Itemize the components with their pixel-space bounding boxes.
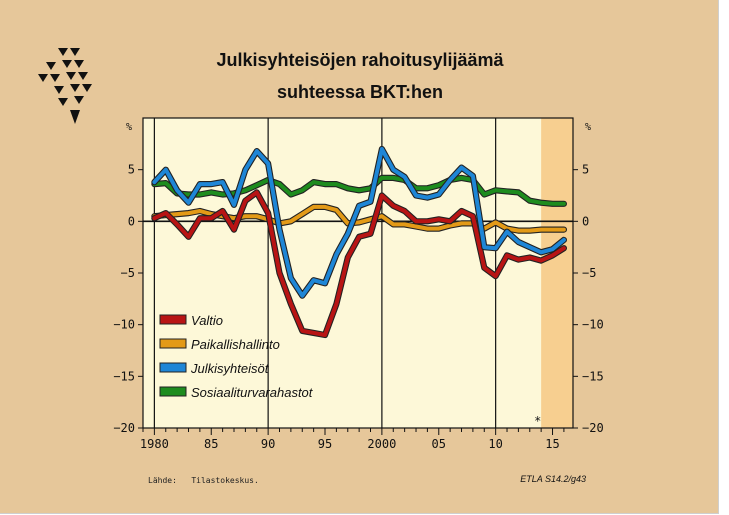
legend: Valtio Paikallishallinto Julkisyhteisöt Sos… xyxy=(159,313,314,400)
chart-title-line-1: Julkisyhteisöjen rahoitusylijäämä xyxy=(216,50,504,70)
legend-label-valtio: Valtio xyxy=(191,313,223,328)
series-line-sosiaaliturvarahastot xyxy=(152,175,566,206)
x-tick-label: 15 xyxy=(545,437,559,451)
legend-label-sosiaaliturvarahastot: Sosiaaliturvarahastot xyxy=(191,385,314,400)
plot-area xyxy=(143,118,573,428)
y-tick-label-left: −15 xyxy=(113,369,135,383)
x-tick-label: 2000 xyxy=(367,437,396,451)
y-unit-right: % xyxy=(585,122,591,133)
legend-swatch-paikallishallinto xyxy=(159,338,187,349)
y-tick-label-left: −10 xyxy=(113,318,135,332)
x-axis: 1980 85 90 95 2000 05 10 15 xyxy=(140,428,565,451)
legend-label-julkisyhteis-t: Julkisyhteisöt xyxy=(190,361,270,376)
y-tick-label-right: −5 xyxy=(582,266,596,280)
legend-swatch-sosiaaliturvarahastot xyxy=(159,386,187,397)
forecast-region xyxy=(541,118,573,428)
forecast-marker: * xyxy=(534,414,541,428)
legend-label-paikallishallinto: Paikallishallinto xyxy=(191,337,280,352)
y-unit-left: % xyxy=(126,122,132,133)
y-tick-label-right: 0 xyxy=(582,214,589,228)
y-tick-label-right: 5 xyxy=(582,163,589,177)
y-tick-label-right: −15 xyxy=(582,369,604,383)
x-tick-label: 10 xyxy=(488,437,502,451)
y-tick-label-left: −20 xyxy=(113,421,135,435)
series-lines xyxy=(151,145,568,339)
y-tick-label-right: −10 xyxy=(582,318,604,332)
x-tick-label: 95 xyxy=(318,437,332,451)
x-tick-label: 1980 xyxy=(140,437,169,451)
x-tick-label: 90 xyxy=(261,437,275,451)
y-tick-label-left: 5 xyxy=(128,163,135,177)
series-line-julkisyhteis-t xyxy=(152,147,566,298)
y-tick-label-left: −5 xyxy=(121,266,135,280)
etla-logo xyxy=(38,48,92,124)
x-tick-label: 05 xyxy=(432,437,446,451)
source-note: Lähde: Tilastokeskus. xyxy=(148,476,259,485)
legend-swatch-julkisyhteis-t xyxy=(159,362,187,373)
figure-code: ETLA S14.2/g43 xyxy=(520,474,586,484)
y-axis-right: 5 0 −5 −10 −15 −20 xyxy=(573,163,604,435)
x-tick-label: 85 xyxy=(204,437,218,451)
y-tick-label-right: −20 xyxy=(582,421,604,435)
legend-swatch-valtio xyxy=(159,314,187,325)
chart-title-line-2: suhteessa BKT:hen xyxy=(277,82,443,102)
y-axis-left: 5 0 −5 −10 −15 −20 xyxy=(113,163,143,435)
series-line-valtio xyxy=(152,190,566,337)
y-tick-label-left: 0 xyxy=(128,214,135,228)
